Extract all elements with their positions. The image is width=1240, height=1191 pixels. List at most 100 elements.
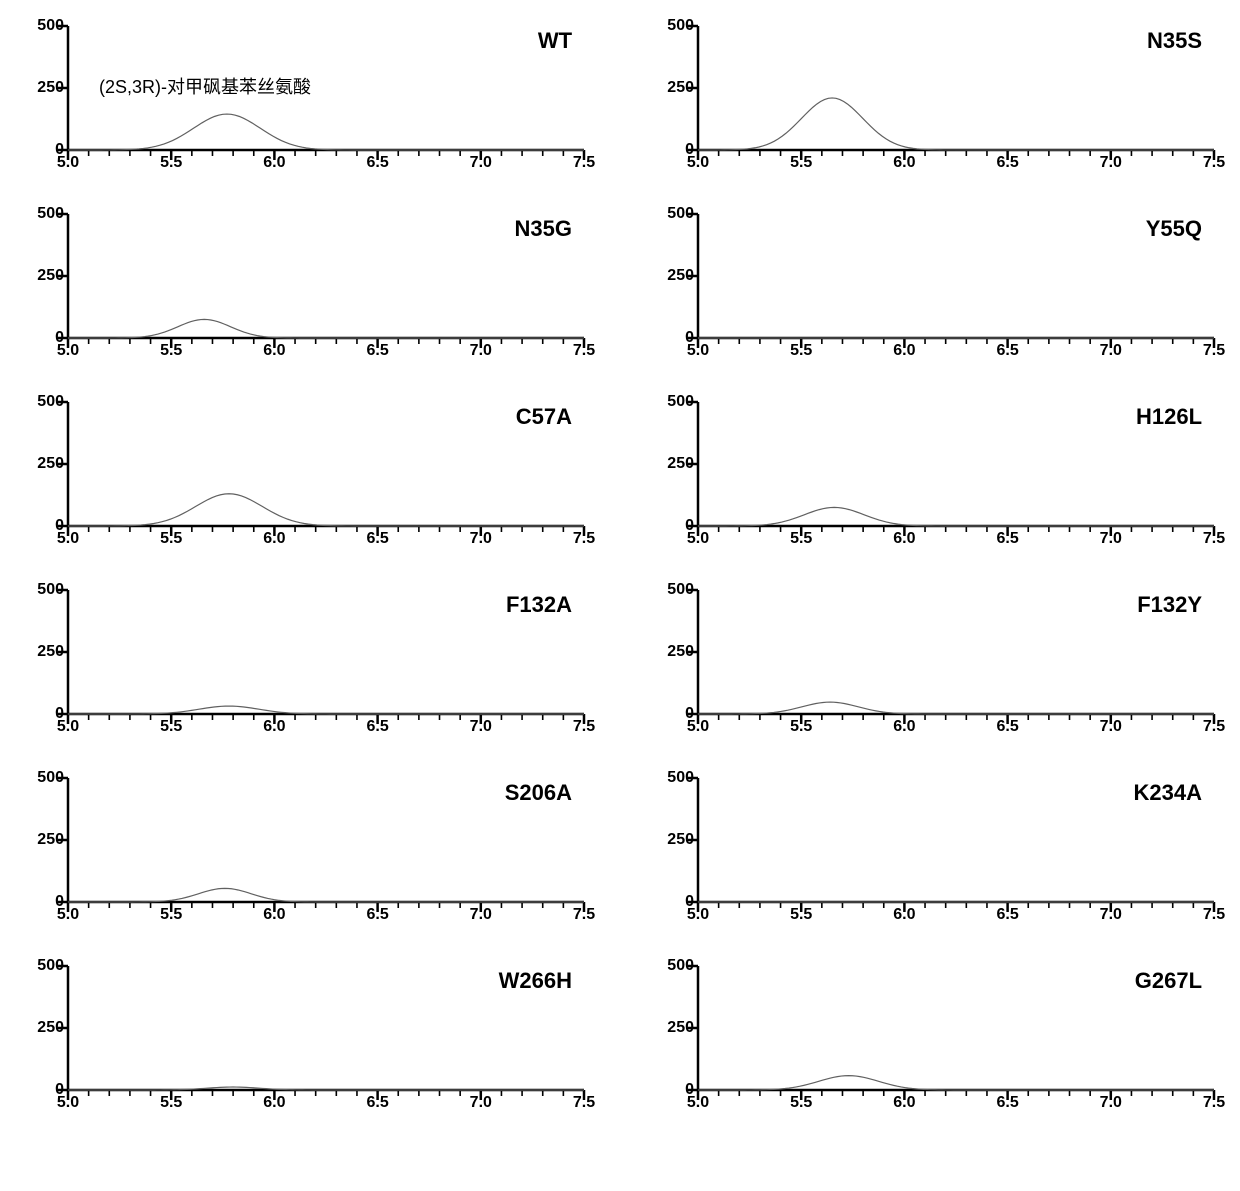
y-tick-label: 500 [37,581,64,599]
panel-title: N35G [515,216,572,242]
panel-title: Y55Q [1146,216,1202,242]
x-tick-label: 6.0 [893,530,915,548]
chromatogram-panel: 02505005.05.56.06.57.07.5S206A [20,772,590,932]
x-tick-label: 5.0 [57,342,79,360]
x-tick-label: 6.5 [996,154,1018,172]
y-tick-label: 500 [37,205,64,223]
chromatogram-panel: 02505005.05.56.06.57.07.5H126L [650,396,1220,556]
x-tick-label: 7.5 [573,342,595,360]
panel-title: N35S [1147,28,1202,54]
x-tick-label: 5.5 [790,154,812,172]
x-tick-label: 7.5 [573,1094,595,1112]
x-tick-label: 7.0 [470,718,492,736]
panel-title: G267L [1135,968,1202,994]
x-tick-label: 6.0 [893,154,915,172]
x-tick-label: 5.0 [687,718,709,736]
x-tick-label: 5.0 [57,154,79,172]
chromatogram-panel: 02505005.05.56.06.57.07.5WT(2S,3R)-对甲砜基苯… [20,20,590,180]
x-tick-label: 5.5 [790,530,812,548]
x-tick-label: 5.5 [160,906,182,924]
x-tick-label: 6.5 [996,718,1018,736]
y-tick-label: 500 [667,17,694,35]
x-tick-label: 5.0 [687,154,709,172]
x-tick-label: 6.5 [996,342,1018,360]
y-tick-label: 500 [37,393,64,411]
x-tick-label: 7.5 [1203,906,1225,924]
panel-title: WT [538,28,572,54]
x-tick-label: 7.0 [470,1094,492,1112]
y-tick-label: 500 [667,581,694,599]
x-tick-label: 6.5 [996,1094,1018,1112]
x-tick-label: 6.0 [263,154,285,172]
x-tick-label: 5.5 [790,718,812,736]
x-tick-label: 5.5 [790,342,812,360]
x-tick-label: 7.5 [1203,1094,1225,1112]
x-tick-label: 7.0 [1100,1094,1122,1112]
x-tick-label: 6.5 [366,342,388,360]
x-tick-label: 6.0 [893,718,915,736]
panel-title: H126L [1136,404,1202,430]
panel-title: K234A [1134,780,1202,806]
y-tick-label: 250 [667,455,694,473]
x-tick-label: 5.5 [790,906,812,924]
x-tick-label: 7.0 [1100,154,1122,172]
y-tick-label: 250 [667,1019,694,1037]
x-tick-label: 7.5 [1203,718,1225,736]
x-tick-label: 7.0 [470,154,492,172]
y-tick-label: 500 [37,957,64,975]
chromatogram-panel: 02505005.05.56.06.57.07.5W266H [20,960,590,1120]
x-tick-label: 6.5 [366,1094,388,1112]
x-tick-label: 5.5 [160,530,182,548]
x-tick-label: 5.0 [687,342,709,360]
panel-title: W266H [499,968,572,994]
chromatogram-panel: 02505005.05.56.06.57.07.5F132A [20,584,590,744]
x-tick-label: 6.0 [893,342,915,360]
y-tick-label: 250 [37,455,64,473]
x-tick-label: 6.5 [366,718,388,736]
x-tick-label: 7.5 [573,906,595,924]
x-tick-label: 6.0 [263,718,285,736]
x-tick-label: 5.5 [790,1094,812,1112]
x-tick-label: 6.0 [263,530,285,548]
x-tick-label: 7.5 [1203,154,1225,172]
x-tick-label: 7.0 [1100,906,1122,924]
y-tick-label: 500 [667,205,694,223]
y-tick-label: 500 [667,393,694,411]
x-tick-label: 5.5 [160,342,182,360]
chromatogram-panel: 02505005.05.56.06.57.07.5G267L [650,960,1220,1120]
panel-title: F132Y [1137,592,1202,618]
panel-title: C57A [516,404,572,430]
x-tick-label: 7.5 [573,718,595,736]
compound-annotation: (2S,3R)-对甲砜基苯丝氨酸 [99,73,311,99]
x-tick-label: 5.0 [687,530,709,548]
chromatogram-panel: 02505005.05.56.06.57.07.5C57A [20,396,590,556]
x-tick-label: 5.0 [687,1094,709,1112]
x-tick-label: 5.5 [160,718,182,736]
y-tick-label: 250 [37,831,64,849]
y-tick-label: 250 [37,643,64,661]
x-tick-label: 6.0 [893,1094,915,1112]
x-tick-label: 7.0 [1100,342,1122,360]
x-tick-label: 6.0 [263,906,285,924]
x-tick-label: 5.0 [57,1094,79,1112]
x-tick-label: 7.0 [470,906,492,924]
chromatogram-panel: 02505005.05.56.06.57.07.5F132Y [650,584,1220,744]
y-tick-label: 250 [37,79,64,97]
x-tick-label: 5.0 [57,718,79,736]
x-tick-label: 7.5 [573,530,595,548]
x-tick-label: 7.5 [1203,530,1225,548]
y-tick-label: 500 [667,769,694,787]
y-tick-label: 250 [667,79,694,97]
x-tick-label: 5.5 [160,154,182,172]
x-tick-label: 5.5 [160,1094,182,1112]
x-tick-label: 6.5 [366,530,388,548]
y-tick-label: 250 [37,267,64,285]
x-tick-label: 5.0 [57,530,79,548]
x-tick-label: 6.0 [893,906,915,924]
y-tick-label: 250 [667,643,694,661]
x-tick-label: 7.0 [470,530,492,548]
x-tick-label: 5.0 [57,906,79,924]
x-tick-label: 7.0 [470,342,492,360]
panel-title: S206A [505,780,572,806]
chromatogram-panel: 02505005.05.56.06.57.07.5Y55Q [650,208,1220,368]
